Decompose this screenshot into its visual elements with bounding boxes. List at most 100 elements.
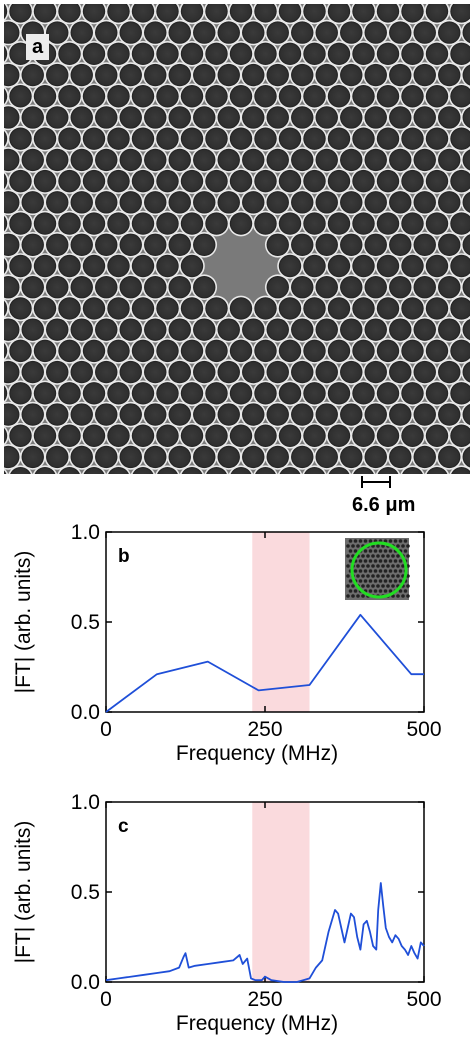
air-hole — [315, 276, 338, 299]
air-hole — [242, 21, 265, 44]
inset-hole — [406, 594, 410, 598]
inset-hole — [386, 554, 390, 558]
air-hole — [33, 127, 57, 150]
air-hole — [364, 445, 387, 469]
air-hole — [402, 466, 423, 474]
inset-hole — [356, 564, 360, 568]
air-hole — [95, 106, 118, 129]
air-hole — [278, 339, 302, 363]
air-hole — [168, 21, 191, 44]
air-hole — [156, 85, 179, 108]
air-hole — [377, 466, 399, 474]
air-hole — [438, 21, 461, 44]
air-hole — [156, 212, 179, 235]
inset-hole — [388, 579, 393, 583]
air-hole — [376, 382, 400, 405]
air-hole — [254, 85, 277, 108]
inset-hole — [376, 584, 380, 588]
air-hole — [82, 4, 106, 23]
air-hole — [364, 233, 387, 256]
air-hole — [291, 445, 314, 469]
air-hole — [327, 212, 351, 235]
inset-hole — [376, 544, 380, 548]
series-line — [105, 613, 424, 713]
air-hole — [303, 127, 326, 150]
air-hole — [4, 106, 20, 129]
air-hole — [34, 466, 56, 474]
air-hole — [131, 339, 155, 363]
air-hole — [21, 233, 44, 256]
inset-hole — [363, 579, 368, 583]
air-hole — [450, 339, 470, 363]
air-hole — [266, 403, 289, 426]
air-hole — [205, 212, 228, 235]
air-hole — [168, 106, 191, 129]
air-hole — [352, 297, 375, 320]
air-hole — [450, 297, 470, 320]
inset-hole — [353, 569, 358, 573]
air-hole — [291, 318, 314, 341]
air-hole — [168, 318, 191, 341]
inset-hole — [366, 574, 370, 578]
inset-hole — [396, 554, 400, 558]
air-hole — [217, 148, 240, 172]
air-hole — [352, 339, 375, 363]
air-hole — [144, 233, 167, 256]
air-hole — [107, 42, 130, 66]
inset-green-circle — [350, 541, 408, 599]
air-hole — [205, 42, 228, 66]
air-hole — [119, 63, 142, 87]
inset-hole — [356, 544, 360, 548]
air-hole — [303, 382, 326, 405]
air-hole — [352, 212, 375, 235]
air-hole — [119, 276, 142, 299]
air-hole — [70, 276, 93, 299]
air-hole — [4, 258, 8, 274]
air-hole — [401, 4, 424, 23]
air-hole — [401, 424, 424, 447]
air-hole — [352, 42, 375, 66]
air-hole — [425, 424, 449, 447]
air-hole — [95, 360, 118, 384]
air-hole — [217, 63, 240, 87]
air-hole — [327, 127, 351, 150]
inset-hole — [391, 584, 395, 588]
air-hole — [450, 254, 470, 278]
air-hole — [205, 297, 228, 320]
air-hole — [266, 106, 289, 129]
air-hole — [58, 127, 81, 150]
air-hole — [4, 276, 20, 299]
air-hole — [132, 466, 154, 474]
air-hole — [462, 191, 470, 213]
inset-hole — [368, 569, 373, 573]
air-hole — [425, 212, 449, 235]
inset-hole — [383, 589, 388, 593]
inset-hole — [353, 589, 358, 593]
air-hole — [168, 445, 191, 469]
air-hole — [291, 360, 314, 384]
air-hole — [413, 276, 436, 299]
air-hole — [193, 276, 216, 299]
air-hole — [303, 4, 326, 23]
inset-hole — [378, 569, 383, 573]
air-hole — [108, 466, 129, 474]
air-hole — [303, 212, 326, 235]
inset-hole — [391, 554, 395, 558]
air-hole — [303, 339, 326, 363]
inset-hole — [351, 544, 355, 548]
air-hole — [230, 466, 252, 474]
air-hole — [450, 424, 470, 447]
air-hole — [266, 191, 289, 214]
inset-hole — [353, 549, 358, 553]
air-hole — [82, 382, 106, 405]
air-hole — [229, 127, 253, 150]
air-hole — [401, 382, 424, 405]
air-hole — [95, 318, 118, 341]
air-hole — [58, 297, 81, 320]
air-hole — [58, 169, 81, 193]
air-hole — [352, 85, 375, 108]
air-hole — [46, 63, 69, 87]
air-hole — [315, 191, 338, 214]
inset-hole — [373, 559, 378, 563]
air-hole — [156, 254, 179, 278]
